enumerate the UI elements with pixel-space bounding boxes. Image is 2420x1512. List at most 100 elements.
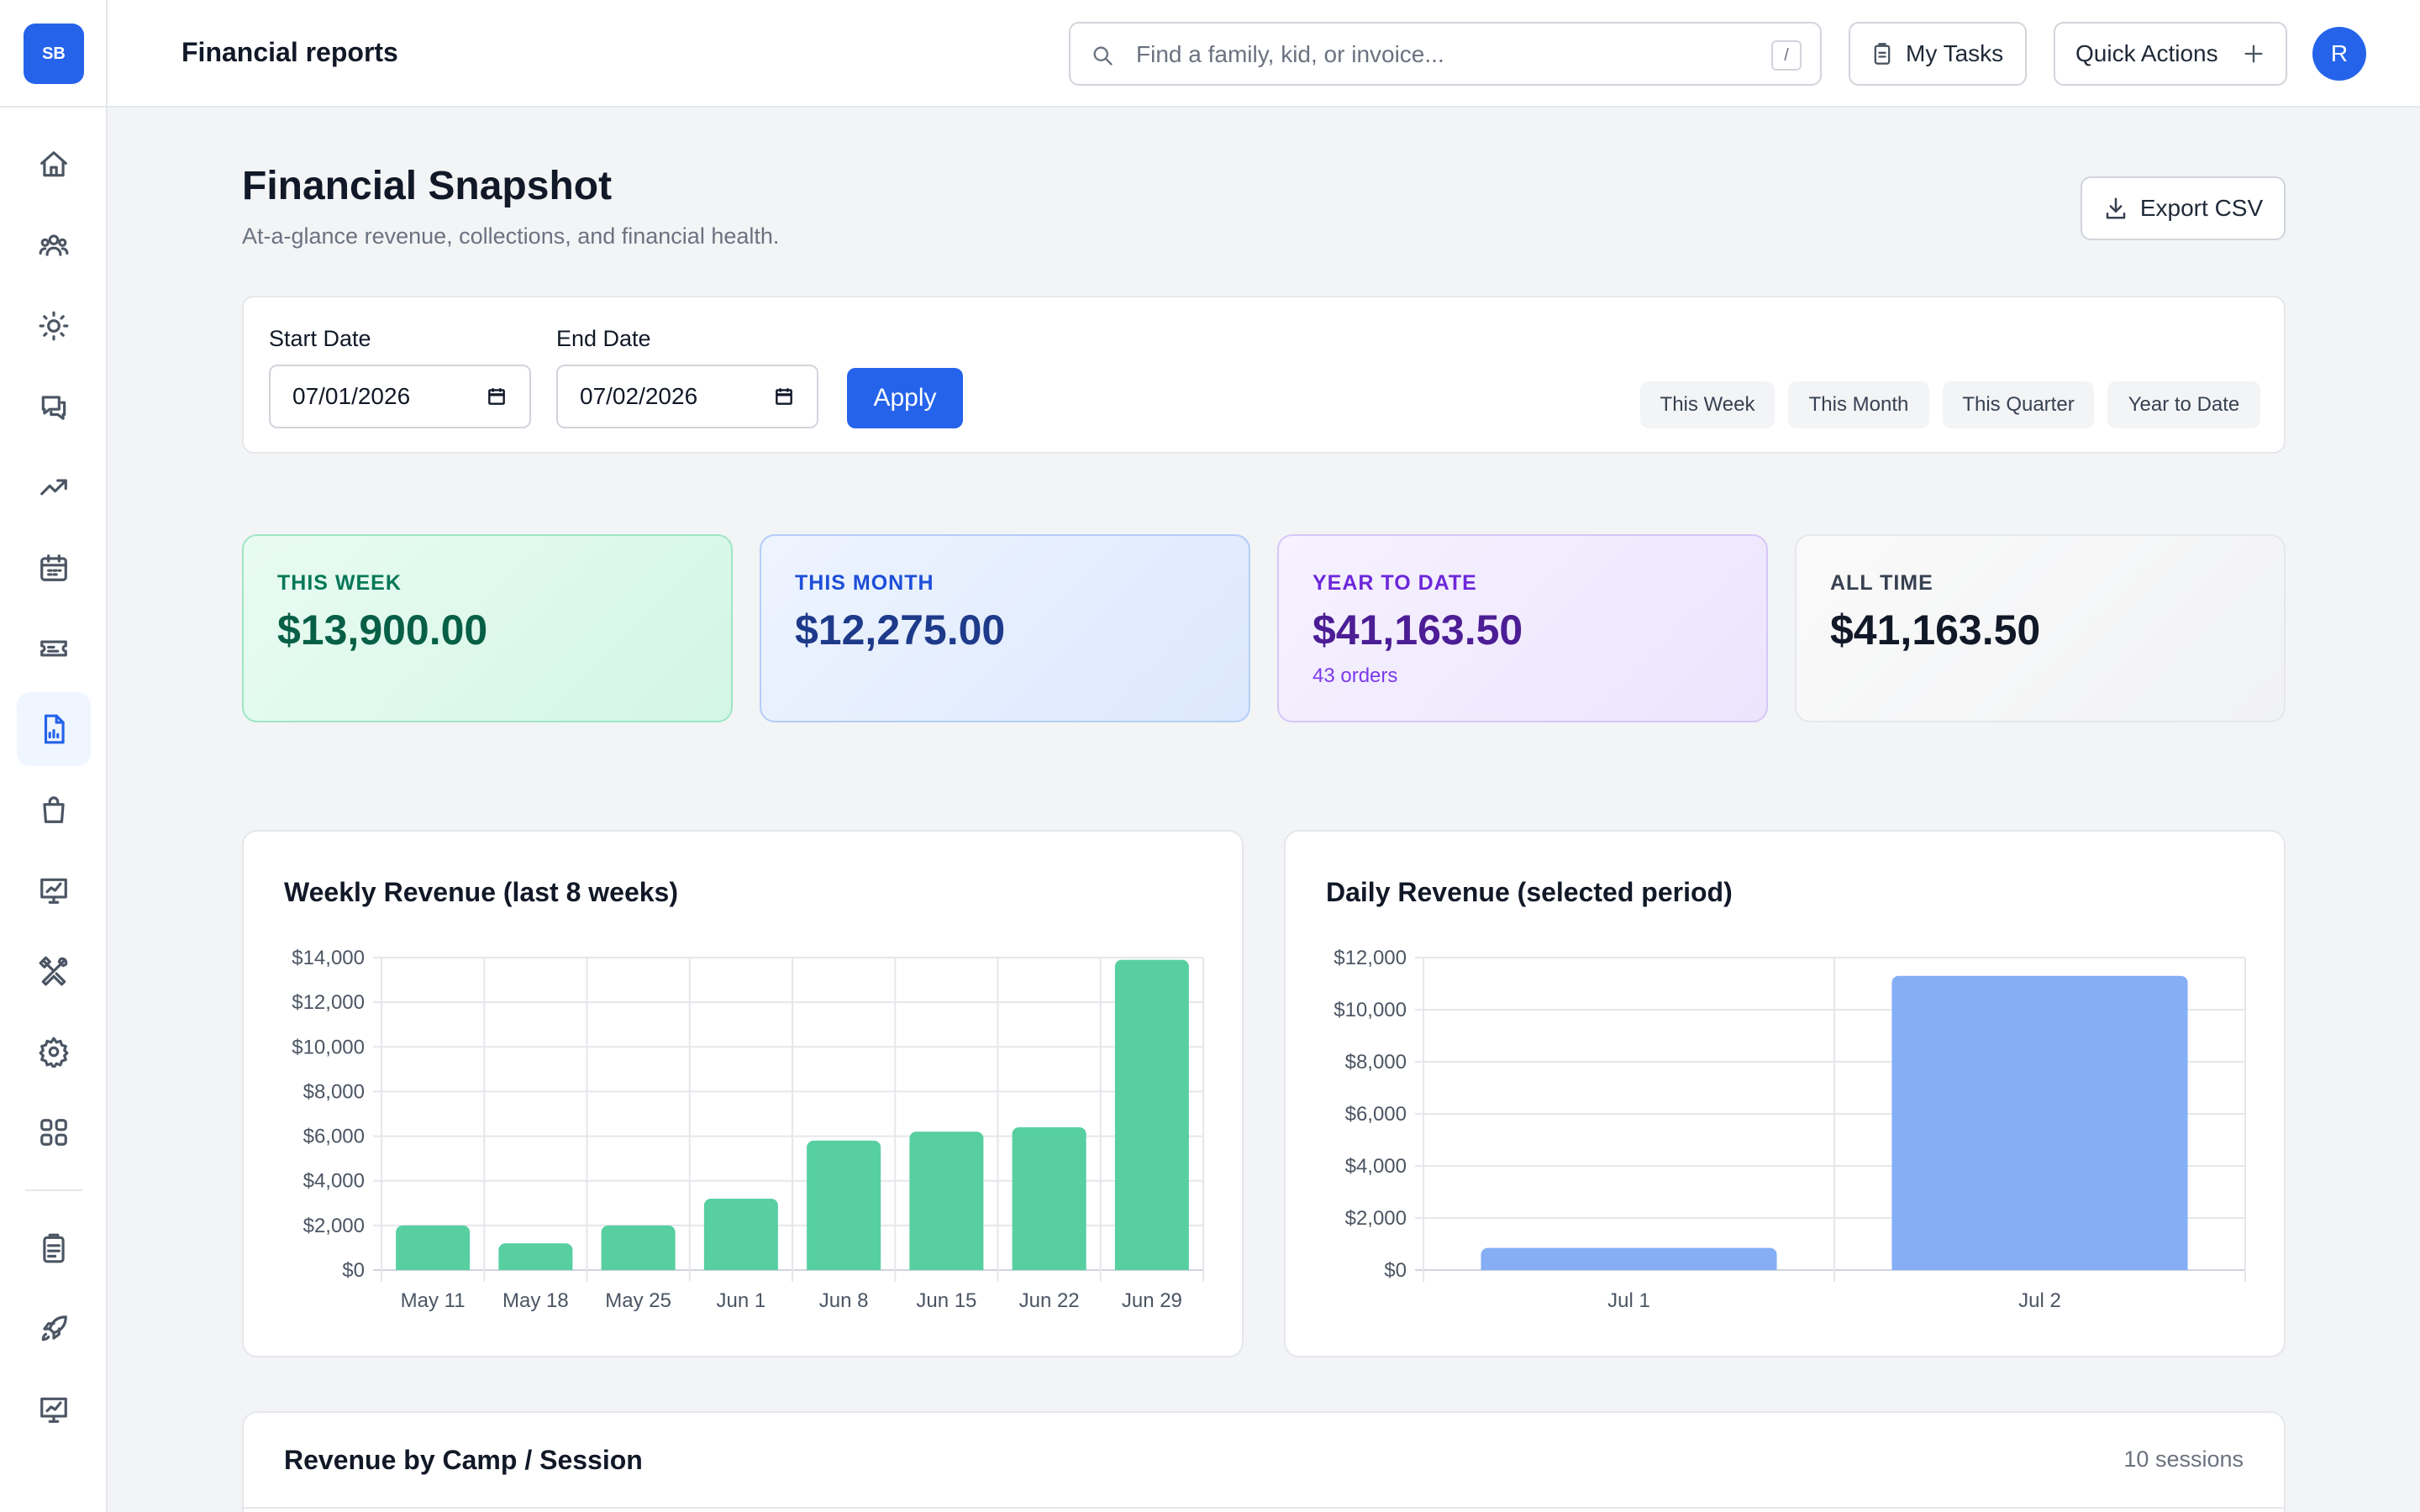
stat-card-this-month: THIS MONTH $12,275.00 <box>760 534 1250 722</box>
y-tick-label: $4,000 <box>303 1170 365 1193</box>
x-tick-label: Jul 2 <box>2018 1289 2061 1312</box>
chart-bar-base <box>1891 1263 2188 1270</box>
calendar-icon[interactable] <box>773 386 795 407</box>
chart-bar-base <box>1012 1263 1086 1270</box>
x-tick-label: Jun 15 <box>916 1289 976 1312</box>
chart-bar-base <box>909 1263 984 1270</box>
y-tick-label: $12,000 <box>292 991 365 1014</box>
sidebar-item-tickets[interactable] <box>17 612 91 685</box>
sidebar-divider <box>25 1189 82 1191</box>
file-chart-icon <box>44 714 65 744</box>
weekly-revenue-chart-card: $0 $2,000 $4,000 $6,000 $8,000 $10,000 $12,000… <box>242 830 1244 1357</box>
chart-bar-base <box>1481 1263 1777 1270</box>
apply-button[interactable]: Apply <box>847 368 963 428</box>
sidebar-item-tasks[interactable] <box>17 1211 91 1285</box>
chart-bar[interactable] <box>396 1225 471 1270</box>
revenue-by-session-card: Revenue by Camp / Session 10 sessions <box>242 1411 2286 1512</box>
y-tick-label: $10,000 <box>1334 999 1407 1021</box>
user-avatar[interactable]: R <box>2312 27 2366 81</box>
y-tick-label: $0 <box>1384 1259 1407 1282</box>
preset-this-week-button[interactable]: This Week <box>1640 381 1775 428</box>
y-tick-label: $4,000 <box>1345 1155 1407 1178</box>
start-date-value: 07/01/2026 <box>292 383 411 409</box>
stat-value: $41,163.50 <box>1830 606 2041 654</box>
stat-label: THIS WEEK <box>277 571 402 595</box>
export-csv-button[interactable]: Export CSV <box>2081 176 2286 240</box>
chart-bar[interactable] <box>703 1198 778 1270</box>
start-date-label: Start Date <box>269 326 371 351</box>
daily-revenue-chart: $0 $2,000 $4,000 $6,000 $8,000 $10,000 $12,000… <box>1334 947 2246 1312</box>
y-tick-label: $6,000 <box>303 1126 365 1148</box>
sidebar-item-camps[interactable] <box>17 289 91 363</box>
chart-bar[interactable] <box>1891 975 2188 1270</box>
sidebar-header-divider <box>0 106 108 108</box>
quick-actions-button[interactable]: Quick Actions <box>2054 22 2287 86</box>
chart-bar-base <box>1114 1263 1189 1270</box>
sidebar-item-tools[interactable] <box>17 934 91 1008</box>
header-title: Financial reports <box>182 37 398 67</box>
chart-bar[interactable] <box>1114 959 1189 1270</box>
my-tasks-button[interactable]: My Tasks <box>1849 22 2027 86</box>
sidebar-item-reports[interactable] <box>17 853 91 927</box>
chart-bar[interactable] <box>1012 1126 1086 1270</box>
presentation-chart-icon <box>40 1397 67 1423</box>
search-input[interactable] <box>1136 35 1741 74</box>
stat-card-this-week: THIS WEEK $13,900.00 <box>242 534 733 722</box>
download-icon <box>2106 197 2126 219</box>
x-tick-label: May 11 <box>401 1289 466 1312</box>
quick-actions-label: Quick Actions <box>2075 40 2218 66</box>
x-tick-label: Jul 1 <box>1607 1289 1650 1312</box>
sidebar-item-launch[interactable] <box>17 1292 91 1366</box>
sidebar-item-families[interactable] <box>17 208 91 282</box>
sidebar-item-store[interactable] <box>17 773 91 847</box>
y-tick-label: $10,000 <box>292 1036 365 1058</box>
calendar-icon <box>40 554 67 581</box>
date-filter-card: Start Date 07/01/2026 End Date 07/02/202… <box>242 296 2286 454</box>
start-date-input[interactable]: 07/01/2026 <box>269 365 531 428</box>
table-header-divider <box>244 1507 2284 1509</box>
weekly-revenue-chart: $0 $2,000 $4,000 $6,000 $8,000 $10,000 $12,000… <box>292 947 1204 1312</box>
clipboard-icon <box>1874 43 1891 65</box>
plus-icon <box>2244 45 2263 63</box>
search-icon <box>1093 46 1113 66</box>
x-tick-label: Jun 8 <box>819 1289 869 1312</box>
sidebar: SB <box>0 0 108 1512</box>
chart-bar[interactable] <box>909 1131 984 1270</box>
export-csv-label: Export CSV <box>2139 195 2264 221</box>
stat-orders-count: 43 orders <box>1313 664 1398 687</box>
y-tick-label: $0 <box>342 1259 365 1282</box>
chart-bar[interactable] <box>601 1225 676 1270</box>
y-tick-label: $8,000 <box>303 1080 365 1103</box>
stat-value: $13,900.00 <box>277 606 488 654</box>
sidebar-item-calendar[interactable] <box>17 531 91 605</box>
preset-this-month-button[interactable]: This Month <box>1788 381 1929 428</box>
chart-bar[interactable] <box>807 1140 881 1270</box>
sidebar-item-analytics[interactable] <box>17 450 91 524</box>
preset-this-quarter-button[interactable]: This Quarter <box>1943 381 2094 428</box>
sidebar-item-insights[interactable] <box>17 1373 91 1446</box>
sidebar-item-apps[interactable] <box>17 1095 91 1169</box>
sidebar-item-settings[interactable] <box>17 1015 91 1089</box>
y-tick-label: $6,000 <box>1345 1103 1407 1126</box>
search-box[interactable]: / <box>1069 22 1822 86</box>
end-date-input[interactable]: 07/02/2026 <box>556 365 818 428</box>
top-bar: Financial reports / My Tasks Quick Actio… <box>108 0 2420 108</box>
stat-value: $12,275.00 <box>795 606 1006 654</box>
messages-icon <box>41 396 66 420</box>
preset-year-to-date-button[interactable]: Year to Date <box>2107 381 2260 428</box>
sidebar-item-financial-reports[interactable] <box>17 692 91 766</box>
x-tick-label: May 25 <box>605 1289 671 1312</box>
presentation-chart-icon <box>40 878 67 904</box>
session-count: 10 sessions <box>2123 1446 2244 1472</box>
sidebar-item-messages[interactable] <box>17 370 91 444</box>
app-logo[interactable]: SB <box>24 24 84 84</box>
chart-bar-base <box>396 1263 471 1270</box>
x-tick-label: Jun 22 <box>1019 1289 1080 1312</box>
stat-card-all-time: ALL TIME $41,163.50 <box>1795 534 2286 722</box>
stat-label: YEAR TO DATE <box>1313 571 1477 595</box>
x-tick-label: Jun 29 <box>1122 1289 1182 1312</box>
end-date-label: End Date <box>556 326 651 351</box>
page-subtitle: At-a-glance revenue, collections, and fi… <box>242 223 780 249</box>
calendar-icon[interactable] <box>486 386 508 407</box>
sidebar-item-home[interactable] <box>17 128 91 202</box>
